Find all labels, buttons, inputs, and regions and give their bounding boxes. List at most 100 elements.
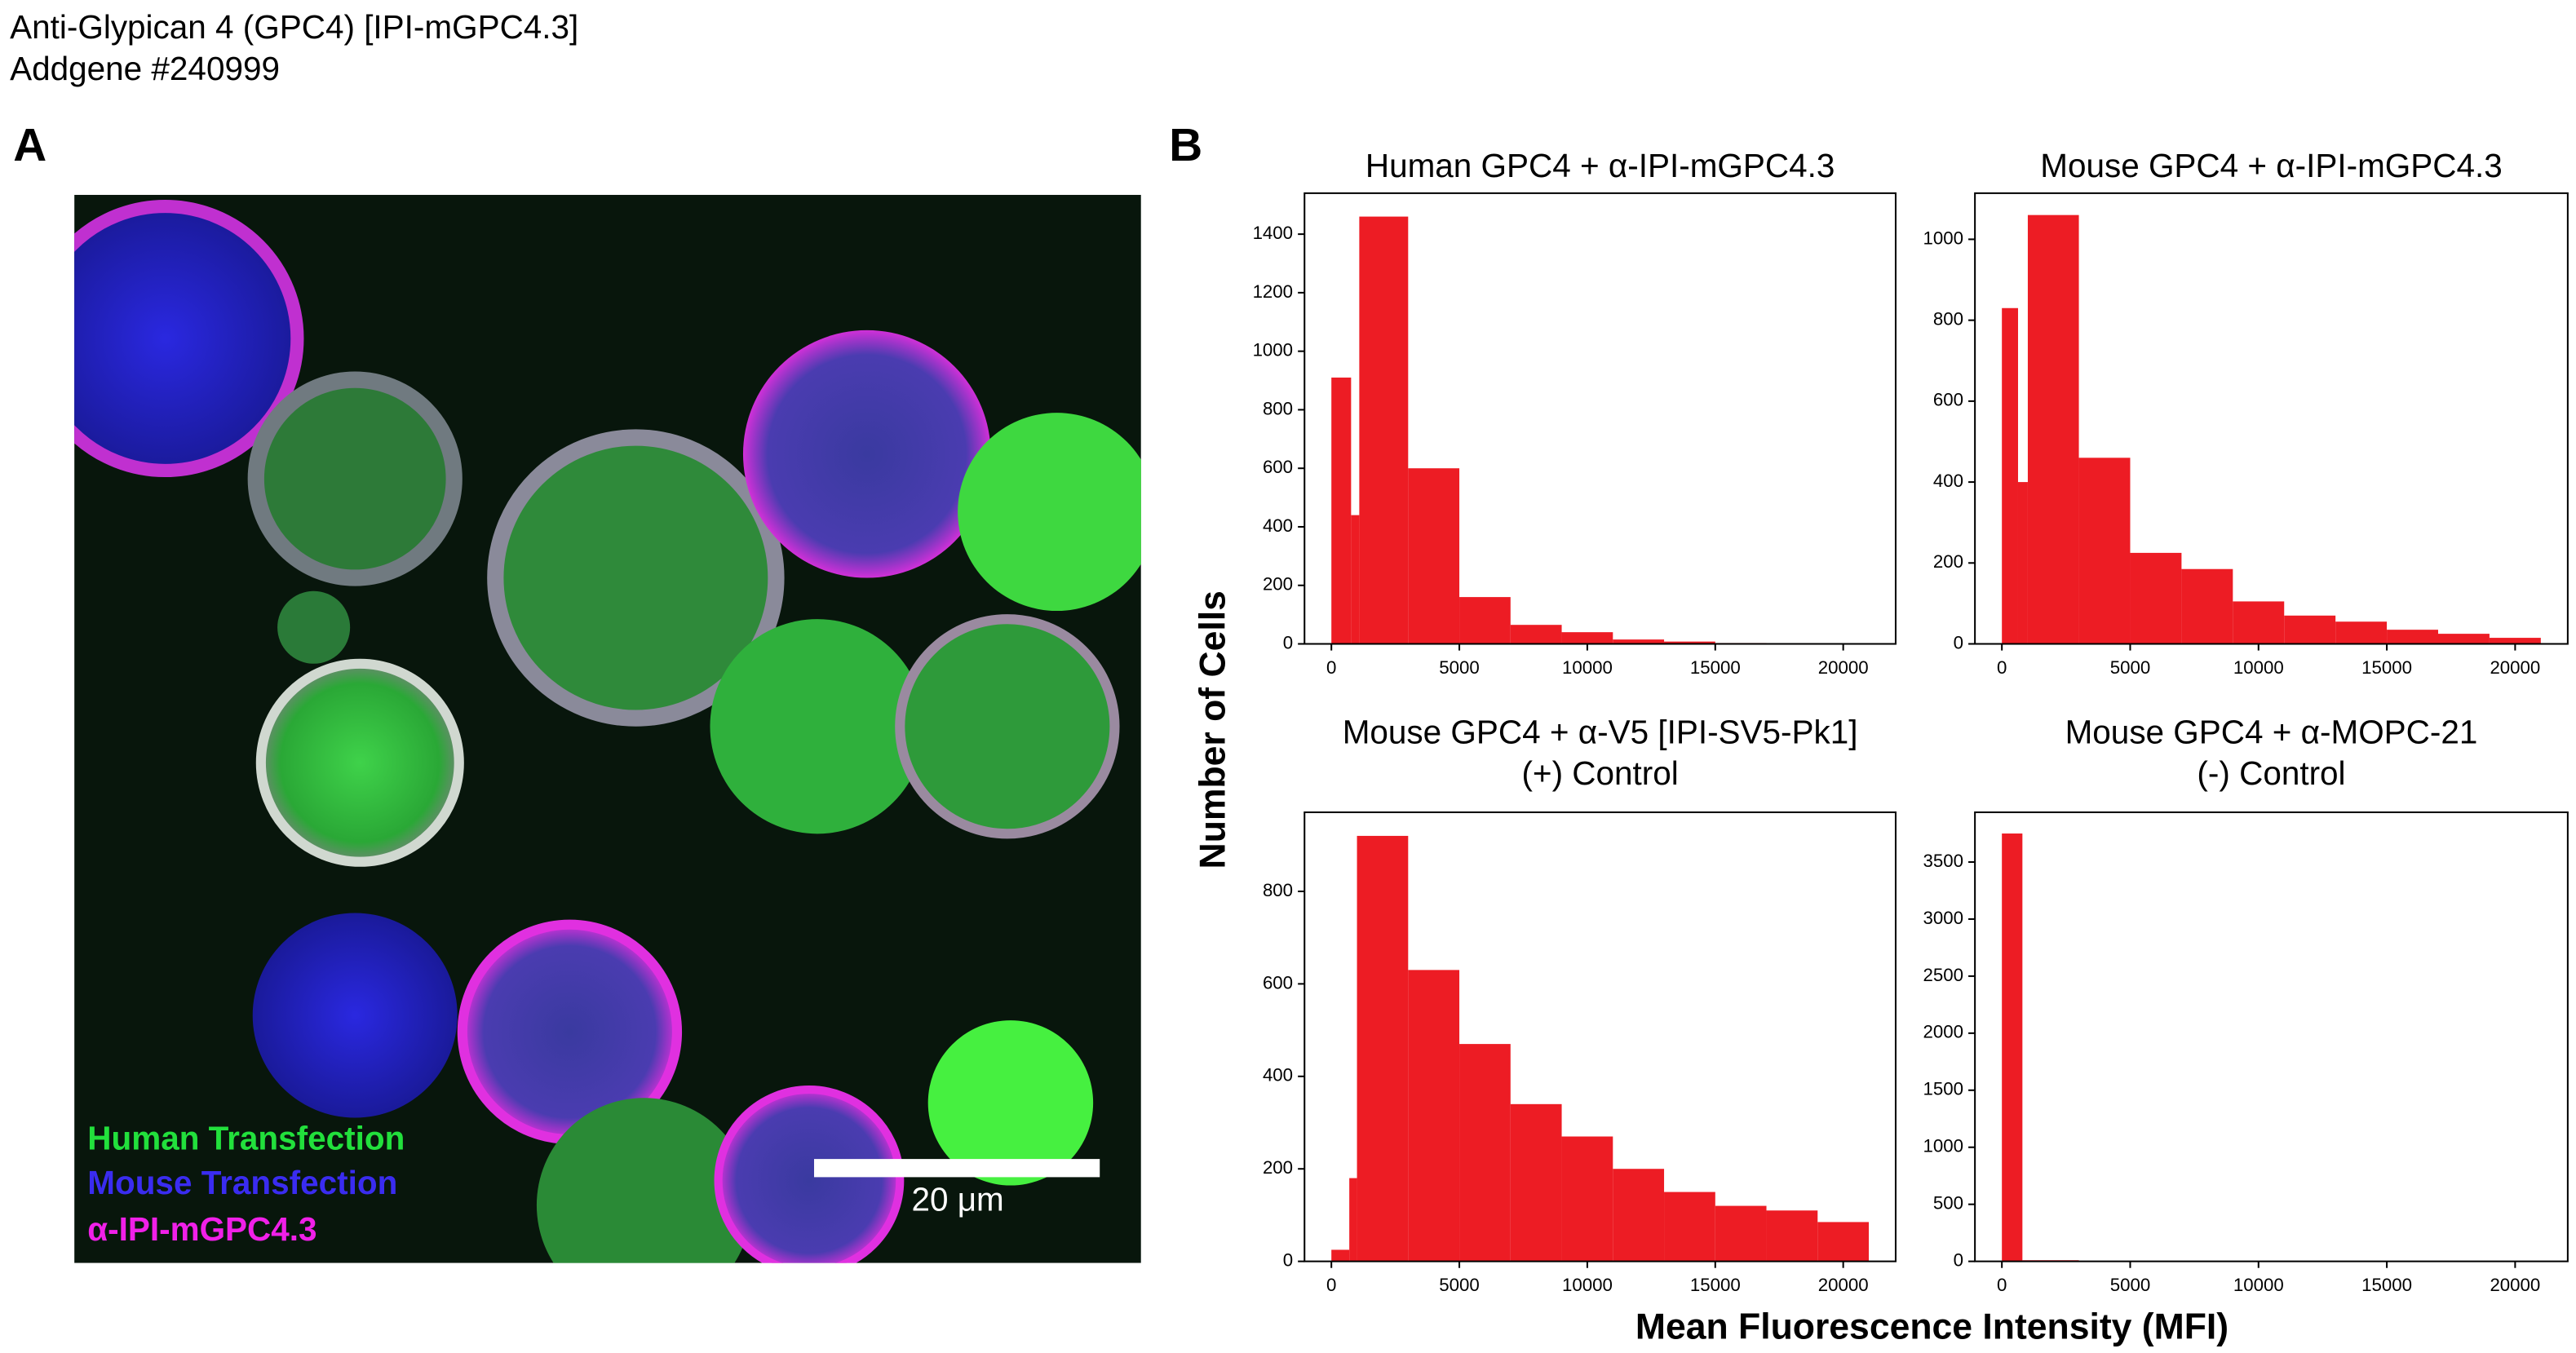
y-tick-label: 0 bbox=[1954, 1250, 1963, 1271]
y-tick-label: 1000 bbox=[1253, 340, 1294, 360]
y-tick-label: 600 bbox=[1933, 390, 1963, 410]
bar bbox=[1351, 515, 1360, 644]
bar bbox=[2335, 621, 2388, 644]
chart-title: Human GPC4 + α-IPI-mGPC4.3 bbox=[1365, 147, 1835, 184]
y-tick-label: 1500 bbox=[1923, 1079, 1963, 1099]
y-tick-label: 1400 bbox=[1253, 223, 1294, 243]
panel-label: B bbox=[1169, 120, 1202, 171]
bar bbox=[1664, 641, 1715, 644]
header-subtitle: Addgene #240999 bbox=[10, 50, 280, 87]
scale-bar-label: 20 μm bbox=[911, 1180, 1003, 1218]
bar bbox=[1357, 835, 1409, 1262]
y-tick-label: 200 bbox=[1933, 551, 1963, 572]
bar bbox=[1766, 1210, 1818, 1262]
x-tick-label: 0 bbox=[1997, 657, 2007, 678]
y-tick-label: 800 bbox=[1263, 398, 1293, 418]
y-tick-label: 200 bbox=[1263, 574, 1293, 595]
x-tick-label: 5000 bbox=[1439, 1275, 1480, 1295]
bar bbox=[1408, 468, 1460, 644]
bar bbox=[1459, 1044, 1511, 1262]
plot-frame bbox=[1974, 811, 2569, 1262]
x-tick-label: 20000 bbox=[2490, 1275, 2540, 1295]
x-tick-label: 0 bbox=[1997, 1275, 2007, 1295]
x-tick-label: 0 bbox=[1326, 1275, 1336, 1295]
header-title: Anti-Glypican 4 (GPC4) [IPI-mGPC4.3] bbox=[10, 8, 578, 46]
bar bbox=[2489, 638, 2541, 644]
bar bbox=[2387, 630, 2439, 644]
microscopy-image bbox=[74, 194, 1141, 1263]
bar bbox=[2002, 307, 2018, 644]
bar bbox=[1510, 625, 1562, 644]
y-tick-label: 400 bbox=[1933, 471, 1963, 491]
bar bbox=[1561, 632, 1613, 644]
y-tick-label: 0 bbox=[1283, 1250, 1293, 1271]
plot-frame bbox=[1303, 192, 1897, 645]
bar bbox=[1510, 1103, 1562, 1262]
bar bbox=[2002, 833, 2023, 1262]
y-tick-label: 200 bbox=[1263, 1157, 1293, 1178]
bar bbox=[1331, 377, 1352, 644]
image-legend: Mouse Transfection bbox=[87, 1164, 397, 1201]
bar bbox=[2233, 601, 2285, 644]
y-tick-label: 500 bbox=[1933, 1193, 1963, 1214]
bar bbox=[2027, 214, 2079, 644]
x-tick-label: 10000 bbox=[1562, 657, 1613, 678]
image-legend: α-IPI-mGPC4.3 bbox=[87, 1210, 316, 1248]
x-tick-label: 10000 bbox=[1562, 1275, 1613, 1295]
y-tick-label: 800 bbox=[1263, 880, 1293, 900]
bar bbox=[2017, 482, 2028, 644]
x-tick-label: 20000 bbox=[1818, 1275, 1869, 1295]
x-tick-label: 10000 bbox=[2233, 1275, 2284, 1295]
image-legend: Human Transfection bbox=[87, 1120, 405, 1157]
y-axis-label: Number of Cells bbox=[1193, 590, 1233, 869]
bar bbox=[1613, 1169, 1665, 1262]
bar bbox=[1715, 1205, 1767, 1262]
x-tick-label: 5000 bbox=[2110, 657, 2151, 678]
bar bbox=[1331, 1249, 1350, 1262]
plot-frame bbox=[1303, 811, 1897, 1262]
bar bbox=[2438, 634, 2490, 644]
bar bbox=[2284, 615, 2336, 644]
x-tick-label: 15000 bbox=[1690, 1275, 1741, 1295]
x-tick-label: 20000 bbox=[1818, 657, 1869, 678]
scale-bar bbox=[814, 1159, 1100, 1178]
x-tick-label: 15000 bbox=[1690, 657, 1741, 678]
bar bbox=[1408, 970, 1460, 1262]
x-tick-label: 10000 bbox=[2233, 657, 2284, 678]
y-tick-label: 2500 bbox=[1923, 965, 1963, 985]
y-tick-label: 600 bbox=[1263, 972, 1293, 993]
y-tick-label: 0 bbox=[1954, 632, 1963, 652]
y-tick-label: 600 bbox=[1263, 457, 1293, 477]
y-tick-label: 3500 bbox=[1923, 851, 1963, 871]
y-tick-label: 3000 bbox=[1923, 908, 1963, 928]
y-tick-label: 2000 bbox=[1923, 1022, 1963, 1042]
bar bbox=[1817, 1222, 1870, 1262]
bar bbox=[1349, 1178, 1357, 1262]
panel-label: A bbox=[13, 120, 46, 171]
x-tick-label: 0 bbox=[1326, 657, 1336, 678]
y-tick-label: 400 bbox=[1263, 515, 1293, 536]
chart-title: Mouse GPC4 + α-IPI-mGPC4.3 bbox=[2040, 147, 2503, 184]
bar bbox=[1664, 1192, 1715, 1262]
chart-title: Mouse GPC4 + α-V5 [IPI-SV5-Pk1] bbox=[1343, 714, 1858, 751]
bar bbox=[1459, 597, 1511, 644]
y-tick-label: 400 bbox=[1263, 1065, 1293, 1085]
bar bbox=[1359, 216, 1409, 644]
chart-title: Mouse GPC4 + α-MOPC-21 bbox=[2065, 714, 2478, 751]
y-tick-label: 1200 bbox=[1253, 281, 1294, 302]
x-tick-label: 15000 bbox=[2361, 657, 2412, 678]
x-tick-label: 20000 bbox=[2490, 657, 2540, 678]
x-tick-label: 15000 bbox=[2361, 1275, 2412, 1295]
x-tick-label: 5000 bbox=[1439, 657, 1480, 678]
chart-subtitle: (+) Control bbox=[1521, 754, 1678, 792]
bar bbox=[2130, 552, 2182, 644]
x-tick-label: 5000 bbox=[2110, 1275, 2151, 1295]
chart-subtitle: (-) Control bbox=[2197, 754, 2345, 792]
bar bbox=[1561, 1136, 1613, 1262]
bar bbox=[1613, 639, 1665, 644]
bar bbox=[2078, 458, 2131, 644]
plot-frame bbox=[1974, 192, 2569, 645]
x-axis-label: Mean Fluorescence Intensity (MFI) bbox=[1635, 1307, 2229, 1346]
y-tick-label: 1000 bbox=[1923, 228, 1963, 248]
